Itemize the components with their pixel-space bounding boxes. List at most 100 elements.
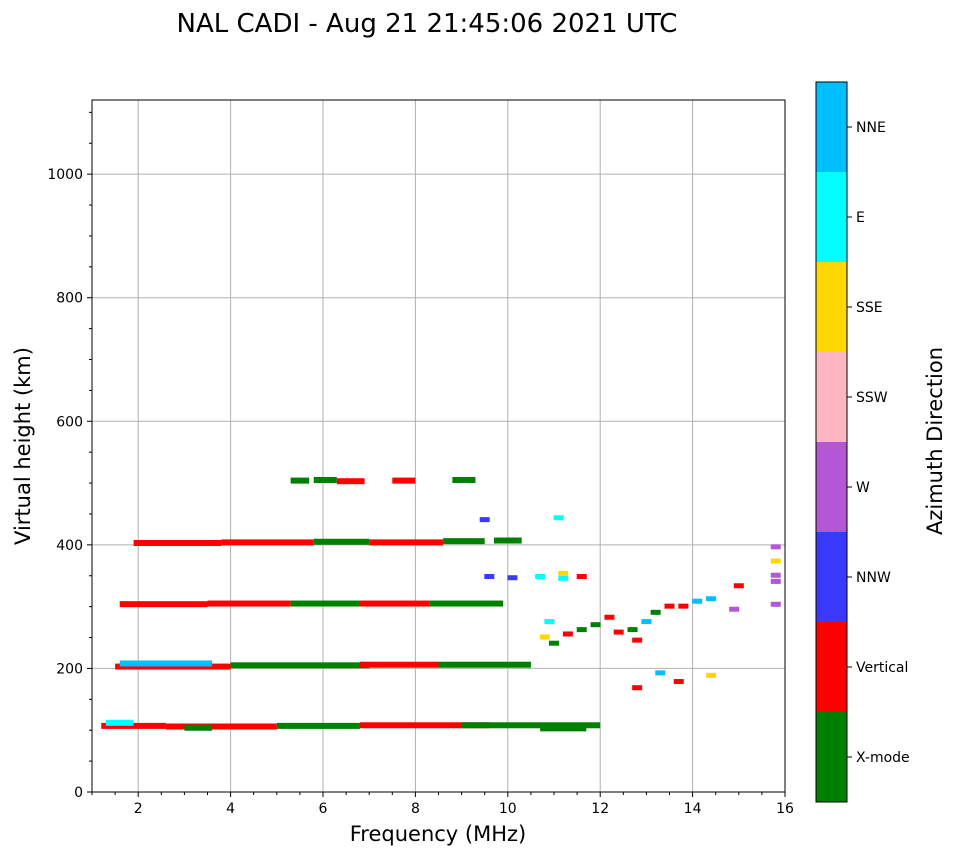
colorbar-swatch (816, 532, 847, 622)
echo-segment (115, 663, 231, 670)
echo-segment (101, 722, 166, 729)
y-tick-label: 600 (56, 414, 83, 430)
x-tick-label: 10 (499, 801, 517, 817)
echo-point (729, 606, 740, 612)
grid (92, 100, 785, 792)
echo-segment (290, 600, 360, 607)
x-tick-label: 6 (319, 801, 328, 817)
echo-point (706, 672, 717, 678)
colorbar-tick-label: Vertical (856, 660, 908, 676)
echo-segment (452, 476, 476, 483)
echo-point (576, 627, 587, 633)
echo-segment (313, 476, 337, 483)
echo-point (539, 634, 550, 640)
echo-segment (207, 600, 291, 607)
echo-point (576, 573, 587, 579)
colorbar-tick-label: X-mode (856, 750, 910, 766)
echo-segment (230, 662, 370, 669)
echo-segment (392, 477, 416, 484)
echo-point (507, 575, 518, 581)
echo-segment (359, 600, 430, 607)
echo-point (535, 573, 546, 579)
echo-point (706, 596, 717, 602)
echo-segment (438, 661, 531, 668)
colorbar-swatch (816, 442, 847, 532)
echo-segment (443, 538, 485, 545)
echo-segment (119, 601, 208, 608)
echo-point (558, 575, 569, 581)
echo-segment (133, 540, 222, 547)
colorbar-tick-label: W (856, 480, 870, 496)
echo-point (655, 670, 666, 676)
echo-point (627, 627, 638, 633)
echo-segment (221, 539, 314, 546)
echo-point (590, 622, 601, 628)
echo-segment (165, 723, 277, 730)
echo-segment (313, 538, 370, 545)
echo-segment (184, 724, 213, 731)
echo-segment (429, 600, 504, 607)
colorbar-swatch (816, 352, 847, 442)
echo-segment (461, 722, 601, 729)
x-tick-label: 4 (226, 801, 235, 817)
echo-segment (290, 477, 310, 484)
x-axis-label: Frequency (MHz) (350, 822, 526, 846)
colorbar-label: Azimuth Direction (923, 347, 947, 535)
echo-segment (493, 537, 522, 544)
echo-segment (336, 478, 365, 485)
colorbar-swatch (816, 262, 847, 352)
echo-point (678, 603, 689, 609)
echo-segment (359, 661, 439, 668)
y-axis-label: Virtual height (km) (11, 347, 35, 545)
chart-title: NAL CADI - Aug 21 21:45:06 2021 UTC (177, 9, 678, 39)
colorbar-swatch (816, 712, 847, 802)
axes: 2 4 6 8 10 12 14 16 0 200 400 600 800 1000 (47, 111, 794, 817)
echo-point (770, 558, 781, 564)
colorbar-tick-label: NNW (856, 570, 891, 586)
colorbar-tick-label: SSW (856, 390, 888, 406)
echo-segment (369, 539, 444, 546)
echo-point (479, 517, 490, 523)
colorbar-frame (815, 81, 848, 803)
x-tick-label: 2 (134, 801, 143, 817)
echo-point (770, 572, 781, 578)
echo-segment (119, 660, 213, 667)
y-tick-label: 400 (56, 538, 83, 554)
echo-point (770, 601, 781, 607)
echo-point (733, 583, 744, 589)
echo-point (484, 573, 495, 579)
echo-segment (105, 719, 134, 726)
y-tick-label: 0 (74, 785, 83, 801)
echo-point (613, 629, 624, 635)
echo-point (673, 679, 684, 685)
echo-point (664, 603, 675, 609)
echo-point (692, 598, 703, 604)
x-tick-label: 14 (684, 801, 702, 817)
colorbar: X-mode Vertical NNW W SSW SSE E NNE (815, 81, 910, 803)
echo-point (650, 609, 661, 615)
echo-segment (540, 725, 587, 732)
colorbar-tick-label: SSE (856, 300, 883, 316)
echo-point (641, 619, 652, 625)
colorbar-swatch (816, 622, 847, 712)
colorbar-swatch (816, 82, 847, 172)
echo-point (549, 640, 559, 646)
x-tick-label: 16 (776, 801, 794, 817)
echo-point (770, 578, 781, 584)
y-tick-label: 1000 (47, 167, 83, 183)
echo-point (770, 544, 781, 550)
echo-point (544, 619, 555, 625)
y-tick-label: 800 (56, 291, 83, 307)
plot-frame (91, 99, 786, 793)
echo-point (604, 614, 615, 620)
colorbar-tick-label: NNE (856, 120, 886, 136)
echo-segment (359, 722, 490, 729)
echo-point (553, 515, 564, 521)
echo-point (632, 685, 643, 691)
x-tick-label: 8 (411, 801, 420, 817)
y-tick-label: 200 (56, 661, 83, 677)
colorbar-tick-label: E (856, 210, 865, 226)
data-marks (101, 476, 781, 732)
x-tick-label: 12 (591, 801, 609, 817)
